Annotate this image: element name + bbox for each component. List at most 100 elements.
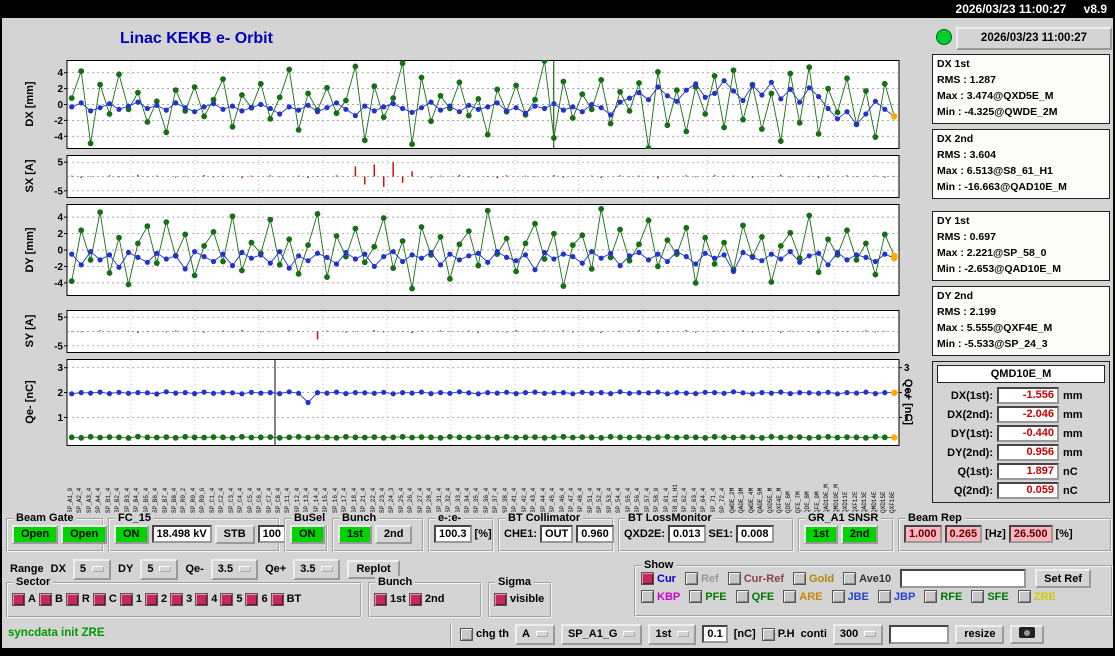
checkbox-indicator[interactable] — [374, 592, 387, 606]
checkbox-indicator[interactable] — [684, 572, 698, 585]
show-checkbox-gold[interactable]: Gold — [793, 572, 834, 585]
show-checkbox-ave10[interactable]: Ave10 — [843, 572, 891, 585]
qxd2e-value-field: 0.013 — [667, 525, 706, 543]
gr-a1-1st-button[interactable]: 1st — [804, 524, 838, 544]
show-checkbox-kbp[interactable]: KBP — [641, 590, 680, 603]
show-checkbox-zre[interactable]: ZRE — [1017, 590, 1056, 603]
fc15-on-button[interactable]: ON — [114, 524, 149, 544]
checkbox-indicator[interactable] — [65, 592, 79, 606]
checkbox-indicator[interactable] — [92, 592, 106, 606]
range-select-dy[interactable]: 5 — [140, 558, 179, 580]
checkbox-indicator[interactable] — [195, 592, 209, 606]
checkbox-indicator[interactable] — [641, 572, 654, 585]
sector-checkbox-2[interactable]: 2 — [144, 592, 167, 606]
show-checkbox-sfe[interactable]: SFE — [971, 590, 1009, 603]
show-checkbox-qfe[interactable]: QFE — [735, 590, 774, 603]
group-label: e-:e- — [435, 512, 465, 525]
monitor-unit: mm — [1063, 427, 1083, 440]
option-menu-indicator — [864, 631, 877, 637]
checkbox-indicator[interactable] — [924, 590, 938, 603]
checkbox-indicator[interactable] — [245, 592, 259, 606]
sector-select[interactable]: A — [515, 623, 555, 645]
sector-checkbox-5[interactable]: 5 — [220, 592, 242, 606]
checkbox-indicator[interactable] — [460, 627, 473, 641]
ee-ratio-group: e-:e- 100.3 [%] — [428, 512, 494, 552]
resize-button[interactable]: resize — [955, 624, 1005, 644]
checkbox-indicator[interactable] — [119, 592, 133, 606]
beam-gate-open-button-2[interactable]: Open — [61, 524, 108, 544]
checkbox-indicator[interactable] — [727, 572, 741, 585]
checkbox-indicator[interactable] — [170, 592, 184, 606]
sector-checkbox-3[interactable]: 3 — [170, 592, 192, 606]
bunch-checkbox-2nd[interactable]: 2nd — [408, 592, 444, 606]
checkbox-indicator[interactable] — [641, 590, 654, 603]
checkbox-indicator[interactable] — [831, 590, 845, 603]
chg-th-checkbox[interactable]: chg th — [460, 627, 509, 641]
checkbox-indicator[interactable] — [220, 592, 234, 606]
fc15-kv-field: 18.498 kV — [151, 525, 212, 543]
gr-a1-2nd-button[interactable]: 2nd — [840, 524, 879, 544]
sector-checkbox-r[interactable]: R — [65, 592, 90, 606]
checkbox-indicator[interactable] — [971, 590, 985, 603]
sector-checkbox-1[interactable]: 1 — [119, 592, 142, 606]
sigma-checkbox-visible[interactable]: visible — [494, 592, 544, 606]
ph-checkbox[interactable]: P.H — [761, 627, 795, 641]
se1-value-field: 0.008 — [735, 525, 774, 543]
range-select-qe-[interactable]: 3.5 — [210, 558, 259, 580]
checkbox-indicator[interactable] — [270, 592, 284, 606]
fc15-stb-button[interactable]: STB — [214, 524, 255, 544]
snapshot-button[interactable] — [1010, 624, 1045, 644]
set-ref-button[interactable]: Set Ref — [1035, 569, 1092, 588]
bpm-select[interactable]: SP_A1_G — [560, 623, 643, 645]
checkbox-indicator[interactable] — [735, 590, 749, 603]
checkbox-indicator[interactable] — [761, 627, 775, 641]
checkbox-indicator[interactable] — [1017, 590, 1031, 603]
fc15-group: FC_15 ON 18.498 kV STB 100 % — [108, 512, 299, 552]
range-select-dx[interactable]: 5 — [72, 558, 112, 580]
range-select-value: 5 — [79, 563, 87, 575]
stat-dx-2nd: DX 2nd RMS : 3.604 Max : 6.513@S8_61_H1 … — [932, 129, 1110, 199]
sector-checkbox-c[interactable]: C — [92, 592, 117, 606]
checkbox-indicator[interactable] — [689, 590, 703, 603]
range-select-qe+[interactable]: 3.5 — [293, 558, 341, 580]
show-checkbox-cur-ref[interactable]: Cur-Ref — [727, 572, 784, 585]
show-checkbox-ref[interactable]: Ref — [684, 572, 719, 585]
bunch-order-select[interactable]: 1st — [648, 623, 697, 645]
show-checkbox-pfe[interactable]: PFE — [689, 590, 727, 603]
busel-on-button[interactable]: ON — [290, 524, 325, 544]
aux-input[interactable] — [889, 624, 950, 644]
bunch-2nd-button[interactable]: 2nd — [374, 524, 413, 544]
bunch-checkbox-1st[interactable]: 1st — [374, 592, 406, 606]
rate-select[interactable]: 300 — [832, 623, 884, 645]
checkbox-indicator[interactable] — [793, 572, 807, 585]
show-checkbox-are[interactable]: ARE — [783, 590, 823, 603]
show-checkbox-cur[interactable]: Cur — [641, 572, 676, 585]
checkbox-indicator[interactable] — [494, 592, 507, 606]
checkbox-indicator[interactable] — [38, 592, 52, 606]
checkbox-indicator[interactable] — [408, 592, 422, 606]
sector-checkbox-6[interactable]: 6 — [245, 592, 268, 606]
svg-text:3: 3 — [57, 363, 63, 374]
checkbox-indicator[interactable] — [12, 592, 25, 606]
threshold-field[interactable]: 0.1 — [702, 625, 728, 643]
replot-button[interactable]: Replot — [347, 559, 400, 579]
bpm-label: SP_41_4 — [511, 487, 519, 513]
sector-checkbox-a[interactable]: A — [12, 592, 36, 606]
show-checkbox-jbp[interactable]: JBP — [877, 590, 915, 603]
bunch-1st-button[interactable]: 1st — [338, 524, 372, 544]
qe-minus-axis-label: Qe- [nC] — [24, 380, 36, 424]
conti-toggle[interactable]: conti — [800, 628, 827, 640]
sector-checkbox-bt[interactable]: BT — [270, 592, 301, 606]
checkbox-indicator[interactable] — [144, 592, 158, 606]
beam-gate-open-button-1[interactable]: Open — [12, 524, 59, 544]
checkbox-indicator[interactable] — [843, 572, 857, 585]
sector-checkbox-label: A — [28, 593, 36, 605]
checkbox-indicator[interactable] — [877, 590, 891, 603]
sector-checkbox-4[interactable]: 4 — [195, 592, 217, 606]
checkbox-indicator[interactable] — [783, 590, 797, 603]
ref-name-input[interactable] — [900, 569, 1027, 588]
show-checkbox-jbe[interactable]: JBE — [831, 590, 869, 603]
show-checkbox-rfe[interactable]: RFE — [924, 590, 962, 603]
sector-checkbox-b[interactable]: B — [38, 592, 63, 606]
group-label: Sigma — [495, 576, 535, 589]
